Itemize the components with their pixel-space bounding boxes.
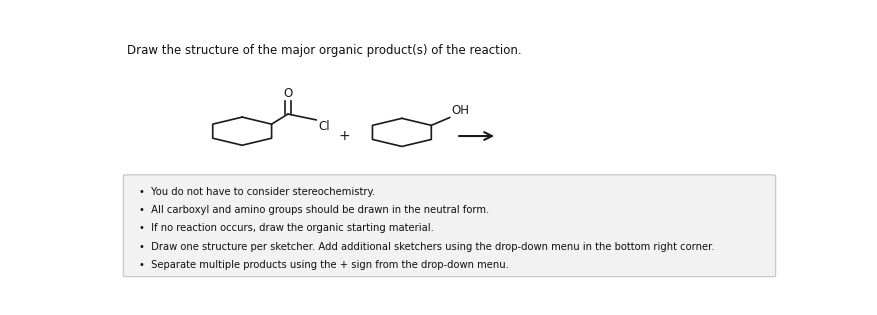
FancyBboxPatch shape xyxy=(123,175,776,277)
Text: •  All carboxyl and amino groups should be drawn in the neutral form.: • All carboxyl and amino groups should b… xyxy=(139,205,489,215)
Text: •  If no reaction occurs, draw the organic starting material.: • If no reaction occurs, draw the organi… xyxy=(139,223,434,233)
Text: •  Draw one structure per sketcher. Add additional sketchers using the drop-down: • Draw one structure per sketcher. Add a… xyxy=(139,242,715,252)
Text: O: O xyxy=(283,87,293,100)
Text: OH: OH xyxy=(452,104,470,117)
Text: +: + xyxy=(339,129,350,143)
Text: •  You do not have to consider stereochemistry.: • You do not have to consider stereochem… xyxy=(139,187,375,197)
Text: Cl: Cl xyxy=(318,120,330,133)
Text: Draw the structure of the major organic product(s) of the reaction.: Draw the structure of the major organic … xyxy=(126,44,521,57)
Text: •  Separate multiple products using the + sign from the drop-down menu.: • Separate multiple products using the +… xyxy=(139,260,509,270)
